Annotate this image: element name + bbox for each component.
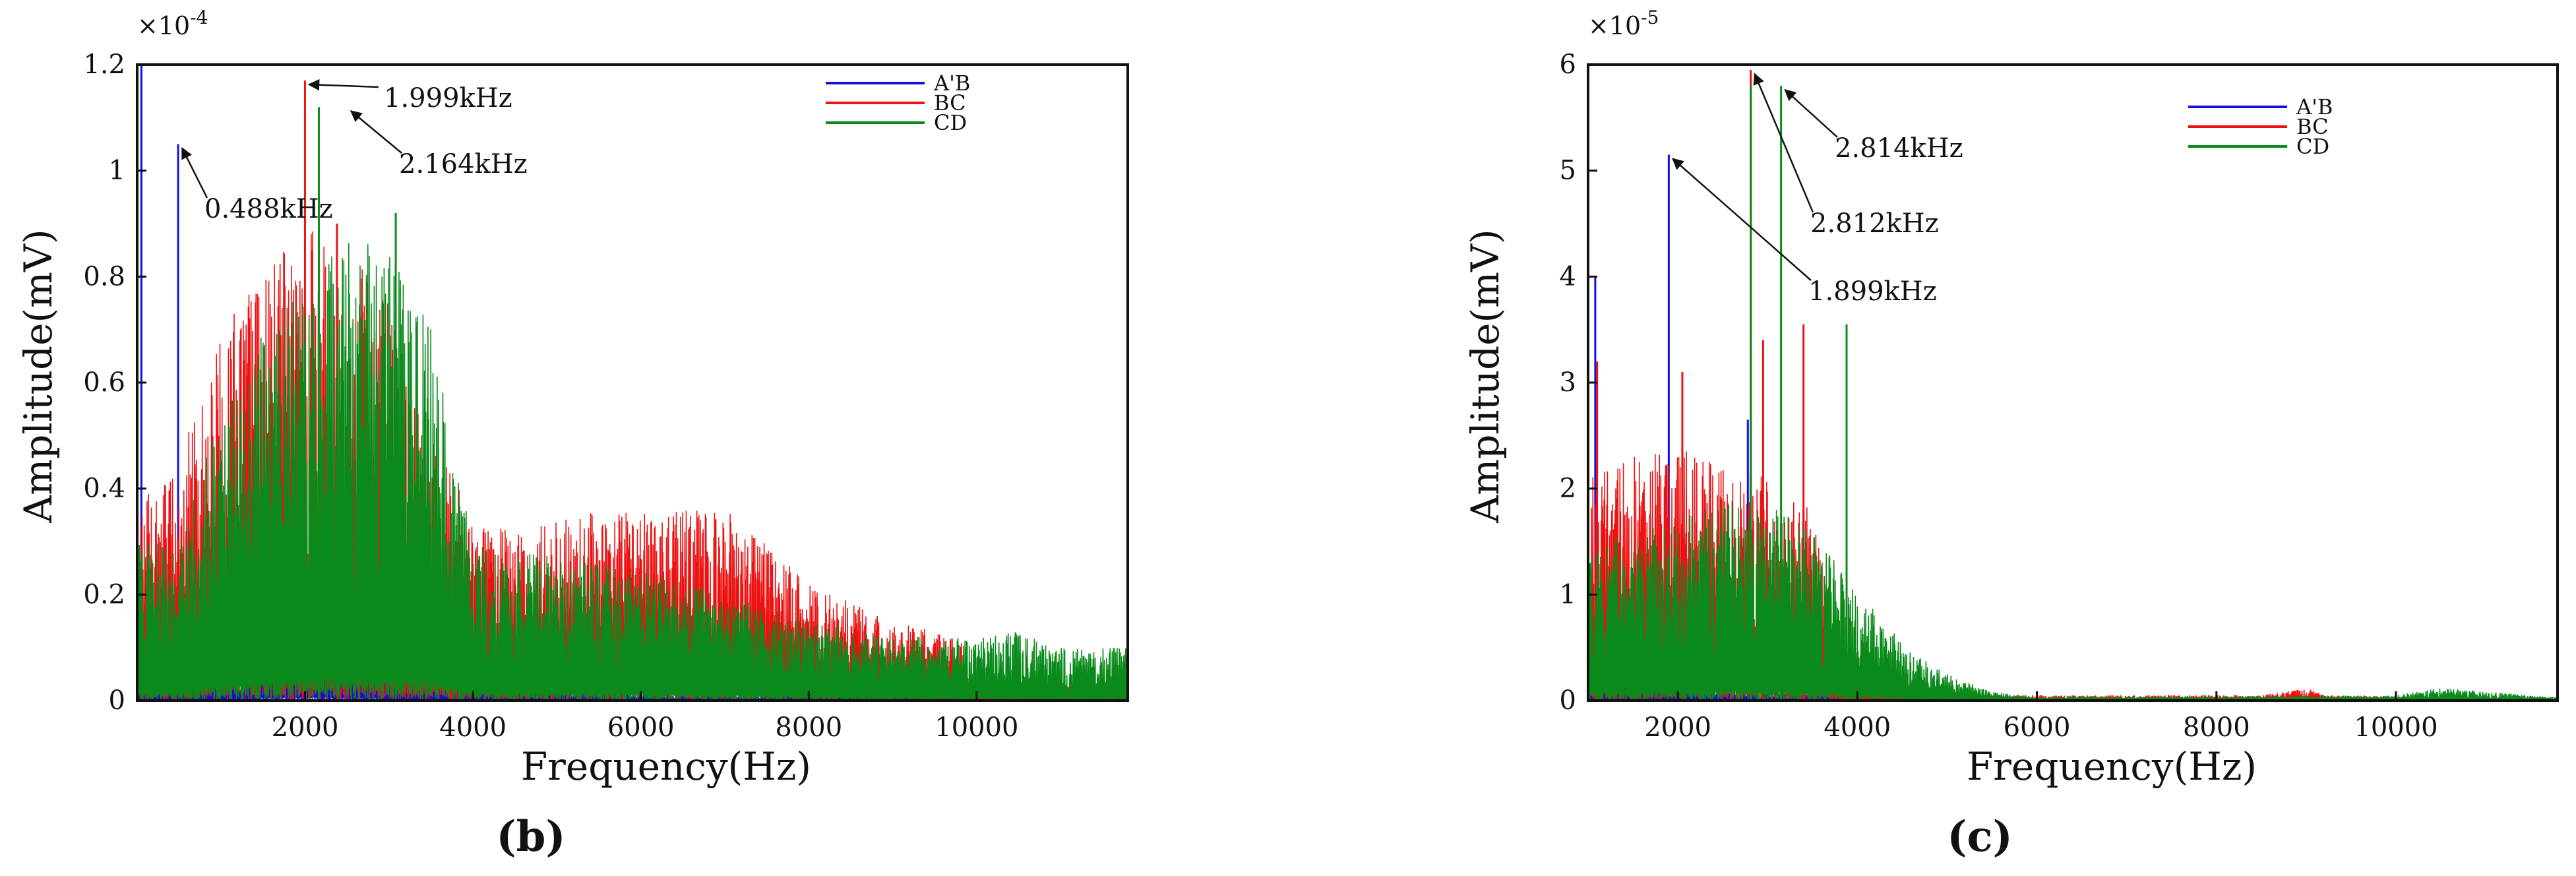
x-axis-label: Frequency(Hz) <box>521 744 811 789</box>
y-tick-label: 4 <box>1560 261 1576 292</box>
legend-label-cd: CD <box>934 110 967 135</box>
legend-label-ab: A'B <box>2296 94 2333 119</box>
x-tick-label: 6000 <box>2004 712 2071 743</box>
y-tick-label: 0.2 <box>83 579 125 610</box>
y-multiplier: ×10-4 <box>137 7 208 40</box>
legend: A'B BC CD <box>826 71 970 135</box>
legend: A'B BC CD <box>2188 94 2333 159</box>
ticks-layer: 2000 4000 6000 8000 10000 0 1 2 3 4 5 6 <box>1560 49 2438 743</box>
series-cd-trace <box>137 243 1129 701</box>
series-cd-trace <box>1587 501 2559 703</box>
y-multiplier: ×10-5 <box>1588 7 1659 40</box>
x-tick-label: 8000 <box>2183 712 2250 743</box>
peak-annotation-label: 2.164kHz <box>399 149 528 179</box>
legend-label-cd: CD <box>2296 134 2329 159</box>
y-tick-label: 0 <box>109 685 125 716</box>
peak-annotation-arrow <box>1672 158 1812 281</box>
peak-annotation-label: 1.899kHz <box>1808 276 1937 307</box>
peak-annotation-label: 0.488kHz <box>204 194 333 224</box>
series-layer <box>137 65 1129 703</box>
y-tick-label: 3 <box>1560 367 1576 398</box>
y-tick-label: 0 <box>1560 685 1576 716</box>
peak-annotation-arrow <box>1784 88 1838 138</box>
panel-label: (c) <box>1947 812 2013 861</box>
x-tick-label: 2000 <box>272 712 339 743</box>
y-tick-label: 5 <box>1560 156 1576 186</box>
peak-annotation-label: 2.812kHz <box>1810 208 1939 239</box>
y-tick-label: 1.2 <box>83 49 125 80</box>
series-layer <box>1587 70 2559 703</box>
ticks-layer: 2000 4000 6000 8000 10000 0 0.2 0.4 0.6 0.8 1 1.2 <box>83 49 1018 743</box>
peak-annotation-label: 2.814kHz <box>1835 133 1963 164</box>
x-tick-label: 6000 <box>607 712 675 743</box>
annotations-layer: 0.488kHz 1.999kHz 2.164kHz <box>181 78 528 224</box>
x-axis-label: Frequency(Hz) <box>1967 744 2257 789</box>
x-tick-label: 10000 <box>935 712 1018 743</box>
peak-annotation-arrow <box>1753 73 1814 213</box>
x-tick-label: 2000 <box>1644 712 1711 743</box>
y-tick-label: 0.4 <box>83 474 125 504</box>
peak-annotation-arrow <box>307 78 379 91</box>
y-axis-label: Amplitude(mV) <box>1463 229 1508 523</box>
x-tick-label: 8000 <box>775 712 842 743</box>
legend-label-ab: A'B <box>933 71 970 96</box>
y-tick-label: 0.8 <box>83 261 125 292</box>
peak-annotation-arrow <box>350 110 402 154</box>
legend-label-bc: BC <box>934 90 966 115</box>
legend-label-bc: BC <box>2296 114 2329 139</box>
y-tick-label: 0.6 <box>83 367 125 398</box>
y-tick-label: 1 <box>109 156 125 186</box>
chart-panel-b: 2000 4000 6000 8000 10000 0 0.2 0.4 0.6 0.8 1 1.2 0… <box>16 7 1129 861</box>
x-tick-label: 4000 <box>1824 712 1891 743</box>
x-tick-label: 10000 <box>2354 712 2438 743</box>
y-axis-label: Amplitude(mV) <box>16 229 61 523</box>
annotations-layer: 2.814kHz 2.812kHz 1.899kHz <box>1672 73 1963 307</box>
y-tick-label: 2 <box>1560 474 1576 504</box>
y-tick-label: 1 <box>1560 579 1576 610</box>
y-tick-label: 6 <box>1560 49 1576 80</box>
peak-annotation-label: 1.999kHz <box>384 83 512 113</box>
x-tick-label: 4000 <box>439 712 506 743</box>
panel-label: (b) <box>496 812 565 861</box>
peak-annotation-arrow <box>181 146 208 199</box>
